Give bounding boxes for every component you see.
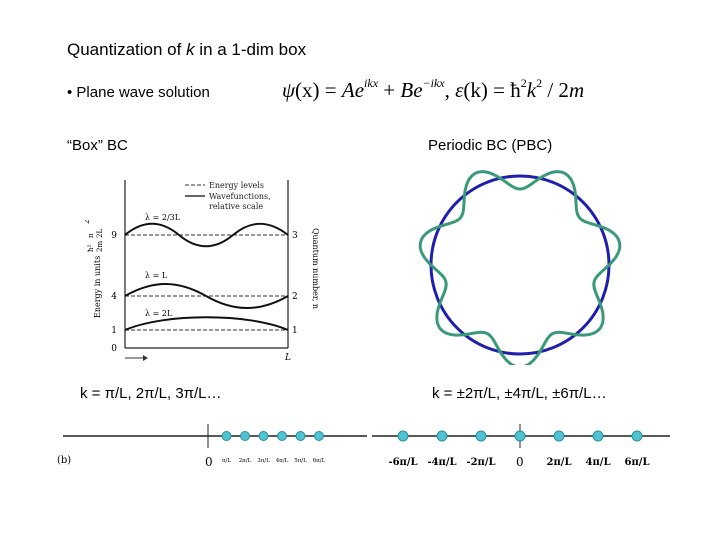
legend-energy-levels: Energy levels bbox=[209, 181, 264, 190]
k-zero-label-box: 0 bbox=[205, 455, 213, 469]
energy-value-1: 1 bbox=[111, 326, 117, 336]
k-tick-label: 4π/L bbox=[276, 458, 289, 464]
k-tick-label: 2π/L bbox=[239, 458, 252, 464]
lambda-label-n2: λ = L bbox=[145, 271, 168, 280]
k-tick-label: 4π/L bbox=[586, 457, 611, 468]
legend-wavefunctions: Wavefunctions, bbox=[209, 192, 271, 201]
k-tick-label: -2π/L bbox=[466, 457, 495, 468]
quantum-number-2: 2 bbox=[292, 292, 298, 302]
legend: Energy levels Wavefunctions, relative sc… bbox=[185, 181, 271, 211]
k-tick-label: 6π/L bbox=[313, 458, 326, 464]
lambda-label-n1: λ = 2L bbox=[145, 309, 173, 318]
k-values-box: k = π/L, 2π/L, 3π/L… bbox=[80, 385, 222, 402]
k-tick-label: 6π/L bbox=[625, 457, 650, 468]
k-dot bbox=[240, 431, 250, 441]
y-axis-prefactor: ħ² 2m π 2L 2 bbox=[85, 220, 104, 252]
periodic-bc-figure bbox=[418, 170, 622, 365]
k-dot bbox=[221, 431, 232, 441]
k-dot bbox=[258, 431, 269, 441]
svg-text:π: π bbox=[87, 233, 95, 238]
k-tick-label: 3π/L bbox=[257, 458, 270, 464]
quantum-number-1: 1 bbox=[292, 326, 298, 336]
k-dot bbox=[314, 431, 324, 441]
k-dot bbox=[436, 430, 448, 442]
right-axis-label: Quantum number, n bbox=[311, 228, 320, 309]
wavefunction-n3 bbox=[124, 222, 289, 248]
energy-level-figure: Energy levels Wavefunctions, relative sc… bbox=[85, 180, 320, 363]
x-arrow-head bbox=[143, 355, 148, 361]
periodic-ring bbox=[429, 174, 611, 356]
k-tick-label: π/L bbox=[222, 458, 231, 464]
k-axis-pbc: 0 -6π/L -4π/L -2π/L 2π/L 4π/L 6π/L bbox=[372, 424, 670, 469]
lambda-label-n3: λ = 2/3L bbox=[145, 213, 181, 222]
wavefunction-n1 bbox=[124, 316, 289, 331]
panel-label: (b) bbox=[57, 455, 71, 466]
periodic-wave bbox=[418, 170, 622, 365]
energy-value-9: 9 bbox=[111, 231, 117, 241]
k-dot bbox=[397, 430, 409, 442]
k-dots-box bbox=[221, 431, 324, 441]
plane-wave-formula: ψ(x) = Aeikx + Be−ikx, ε(k) = ħ2k2 / 2m bbox=[282, 76, 585, 102]
k-dot bbox=[277, 431, 287, 441]
periodic-bc-label: Periodic BC (PBC) bbox=[428, 137, 553, 154]
y-axis-label: Energy in units bbox=[93, 256, 102, 318]
legend-relative-scale: relative scale bbox=[209, 202, 263, 211]
svg-text:2m: 2m bbox=[96, 241, 104, 252]
k-tick-label: -6π/L bbox=[388, 457, 417, 468]
wavefunction-n2 bbox=[124, 283, 289, 309]
k-dots-pbc bbox=[397, 430, 643, 442]
k-tick-labels-box: π/L 2π/L 3π/L 4π/L 5π/L 6π/L bbox=[222, 458, 326, 464]
k-tick-labels-pbc: -6π/L -4π/L -2π/L 2π/L 4π/L 6π/L bbox=[388, 457, 649, 468]
svg-text:2: 2 bbox=[85, 220, 91, 224]
energy-value-0: 0 bbox=[111, 344, 117, 354]
quantum-number-3: 3 bbox=[292, 231, 298, 241]
k-dot bbox=[553, 430, 565, 442]
k-dot bbox=[475, 430, 487, 442]
energy-value-4: 4 bbox=[111, 292, 117, 302]
x-end-label: L bbox=[284, 353, 291, 363]
box-bc-label: “Box” BC bbox=[67, 137, 128, 154]
k-values-pbc: k = ±2π/L, ±4π/L, ±6π/L… bbox=[432, 385, 607, 402]
k-tick-label: -4π/L bbox=[427, 457, 456, 468]
k-tick-label: 2π/L bbox=[547, 457, 572, 468]
k-tick-label: 5π/L bbox=[294, 458, 307, 464]
k-dot bbox=[592, 430, 604, 442]
k-dot bbox=[295, 431, 306, 441]
k-zero-label-pbc: 0 bbox=[516, 455, 524, 469]
slide-title: Quantization of k in a 1-dim box bbox=[67, 40, 307, 59]
bullet-plane-wave: • Plane wave solution bbox=[67, 84, 210, 101]
svg-text:2L: 2L bbox=[96, 229, 104, 238]
k-axis-box: (b) 0 π/L 2π/L 3π/L 4π/L 5π/L 6π/L bbox=[57, 424, 367, 469]
k-dot bbox=[514, 430, 526, 442]
k-dot bbox=[631, 430, 643, 442]
svg-text:ħ²: ħ² bbox=[87, 244, 95, 252]
